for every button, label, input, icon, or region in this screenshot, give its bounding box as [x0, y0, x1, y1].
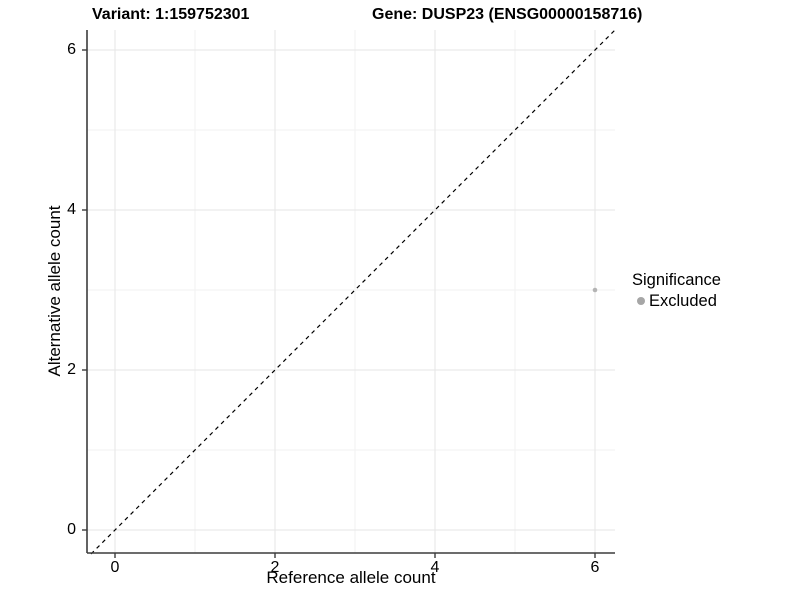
y-axis-title: Alternative allele count — [45, 205, 64, 377]
legend-key-dot-icon — [637, 297, 645, 305]
x-tick-label: 2 — [270, 559, 280, 576]
legend: Significance Excluded — [632, 270, 721, 311]
x-axis-title: Reference allele count — [266, 568, 436, 587]
y-tick-label: 4 — [67, 201, 76, 218]
x-tick-label: 4 — [430, 559, 440, 576]
y-tick-label: 2 — [67, 361, 76, 378]
data-point — [592, 287, 598, 293]
x-tick-label: 0 — [110, 559, 120, 576]
plot-title-variant: Variant: 1:159752301 — [92, 6, 250, 23]
x-tick-label: 6 — [590, 559, 600, 576]
plot-title-gene: Gene: DUSP23 (ENSG00000158716) — [372, 6, 643, 23]
legend-item-label: Excluded — [649, 292, 717, 310]
legend-title: Significance — [632, 271, 721, 289]
legend-item-excluded: Excluded — [632, 291, 721, 311]
y-tick-label: 6 — [67, 41, 76, 58]
identity-dashed-line — [90, 29, 616, 555]
y-tick-label: 0 — [67, 521, 76, 538]
